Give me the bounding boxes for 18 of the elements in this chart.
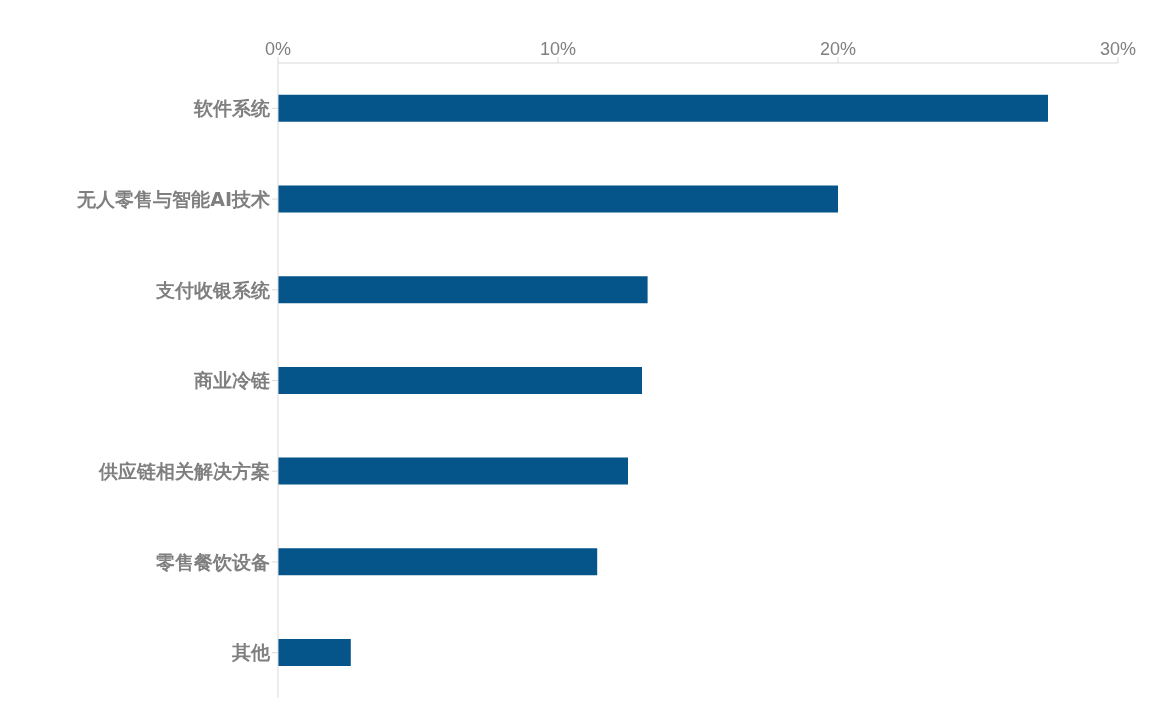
x-tick-label: 30% — [1099, 39, 1137, 59]
bar — [278, 94, 1048, 122]
x-tick-label: 10% — [539, 39, 577, 59]
bar — [278, 639, 351, 667]
bar — [278, 366, 642, 394]
y-tick-label: 其他 — [231, 641, 271, 664]
y-tick-label: 零售餐饮设备 — [156, 550, 270, 573]
bar — [278, 185, 838, 213]
bar — [278, 276, 648, 304]
y-tick-label: 无人零售与智能AI技术 — [76, 187, 270, 210]
bar — [278, 457, 628, 485]
y-tick-label: 供应链相关解决方案 — [98, 459, 270, 482]
x-tick-label: 0% — [264, 39, 292, 59]
y-tick-label: 软件系统 — [193, 97, 271, 120]
x-tick-label: 20% — [819, 39, 857, 59]
y-tick-label: 商业冷链 — [193, 369, 271, 392]
y-tick-label: 支付收银系统 — [155, 278, 271, 301]
bar — [278, 548, 598, 576]
